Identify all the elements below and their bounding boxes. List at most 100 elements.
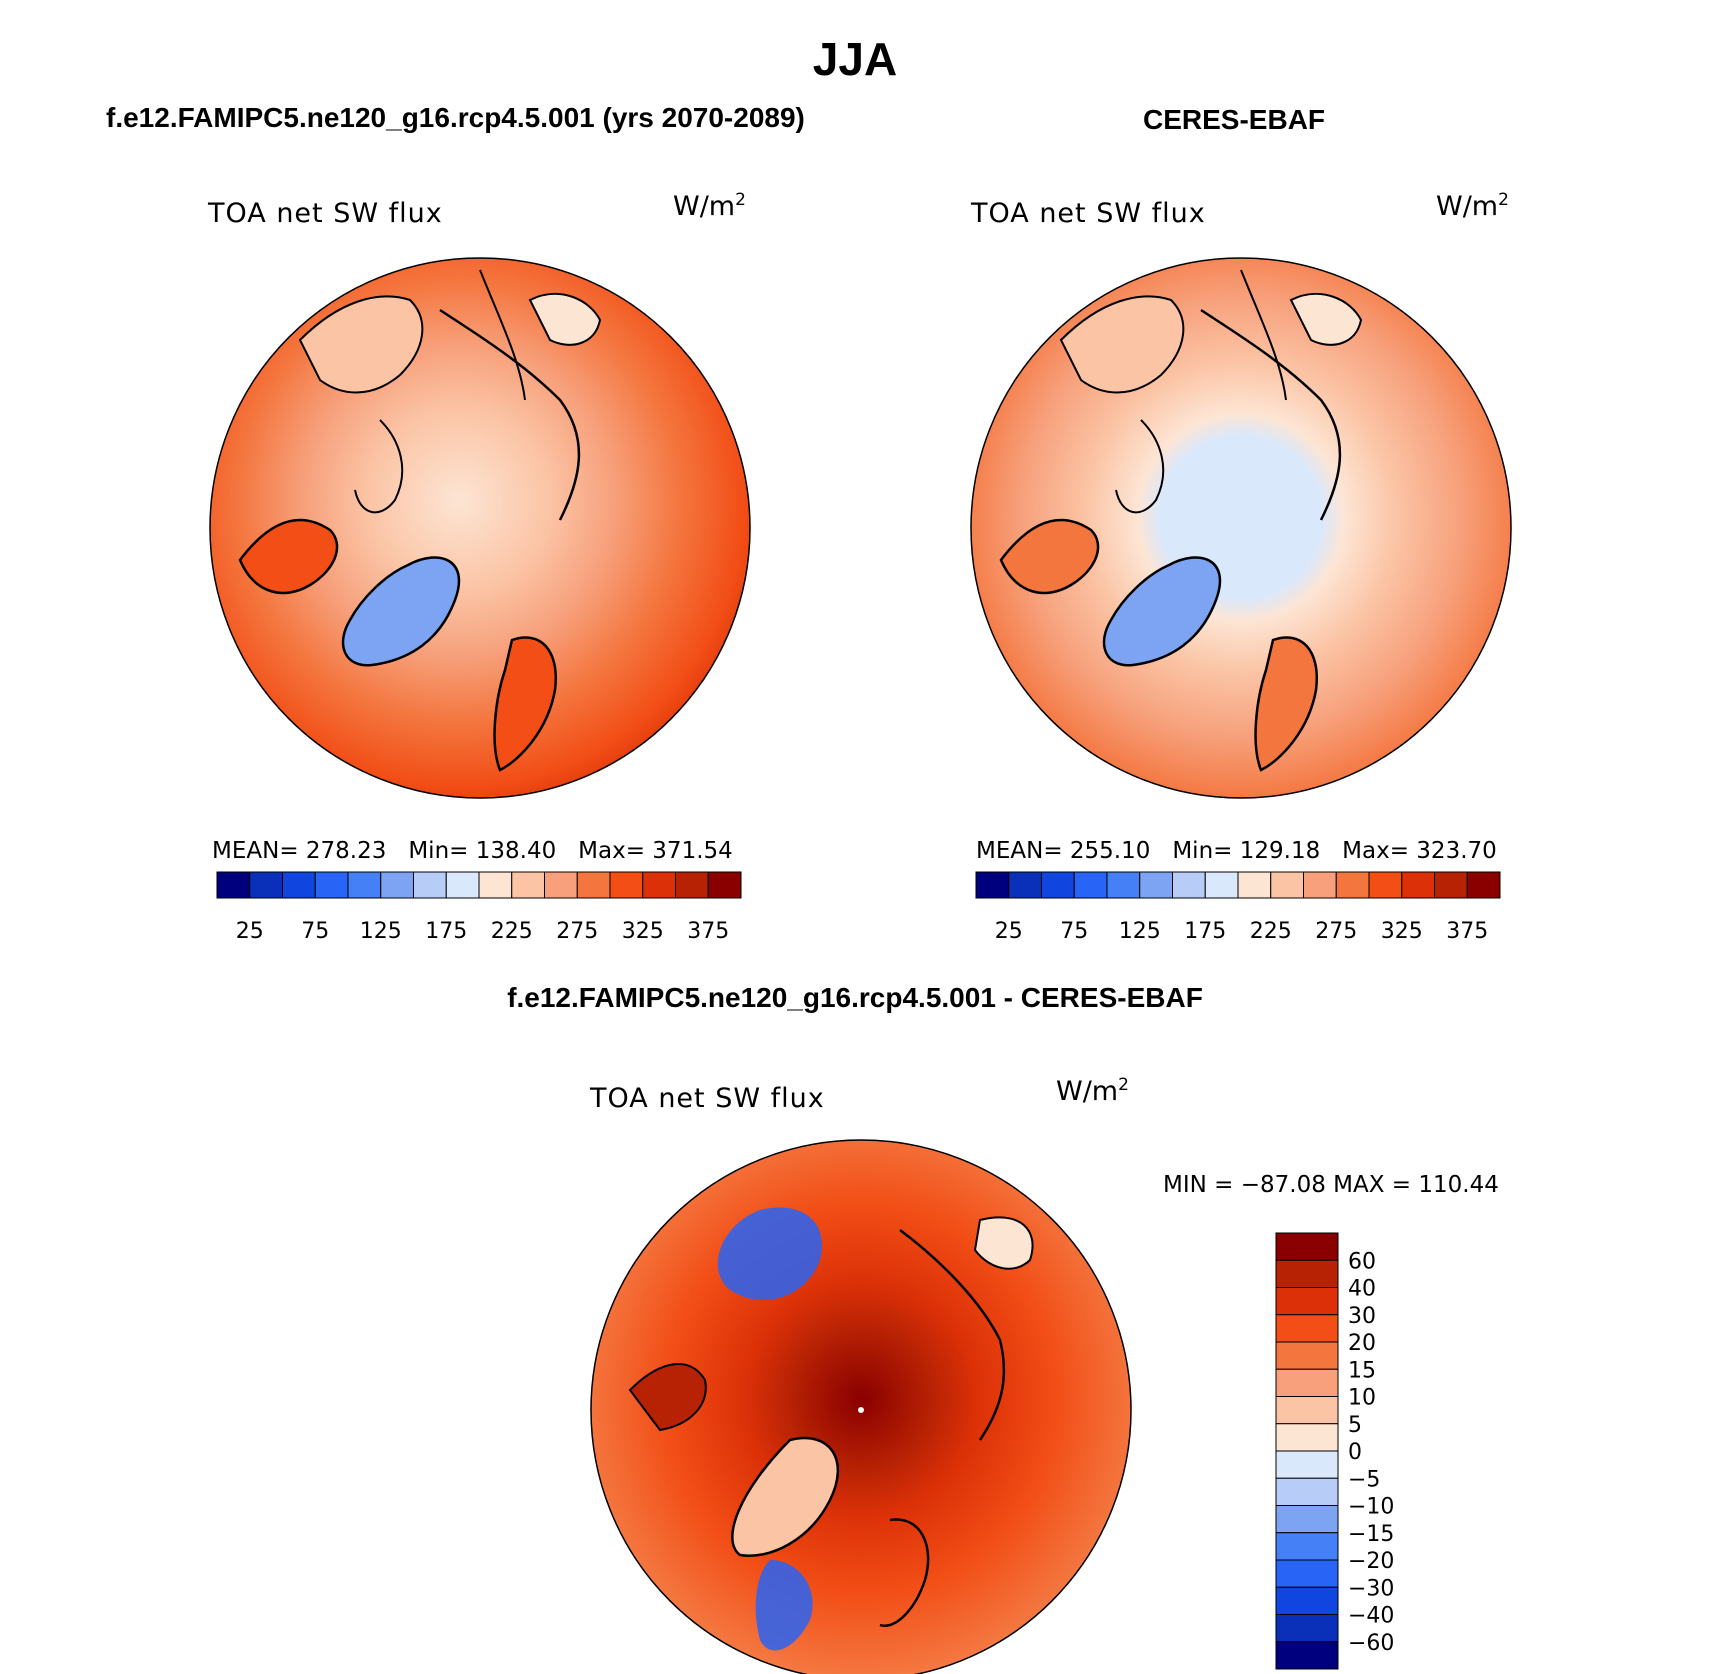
colorbar-swatch [1041, 871, 1075, 899]
panel2-units: W/m2 [1436, 190, 1509, 222]
colorbar-tick-label: −15 [1348, 1522, 1394, 1547]
colorbar-swatch [1401, 871, 1435, 899]
colorbar-tick-label: 325 [1381, 919, 1423, 944]
colorbar-swatch [1335, 871, 1370, 899]
colorbar-tick-label: 0 [1348, 1440, 1362, 1465]
colorbar-tick-label: 175 [425, 919, 467, 944]
colorbar-tick-label: 15 [1348, 1358, 1376, 1383]
colorbar-tick-label: 25 [995, 919, 1023, 944]
panel1-stats: MEAN= 278.23 Min= 138.40 Max= 371.54 [212, 838, 733, 864]
colorbar-swatch [1270, 871, 1304, 899]
panel2-stats: MEAN= 255.10 Min= 129.18 Max= 323.70 [976, 838, 1497, 864]
colorbar-swatch [675, 871, 709, 899]
colorbar-swatch [216, 871, 251, 899]
colorbar-swatch [1237, 871, 1272, 899]
panel3-field-label: TOA net SW flux [590, 1083, 825, 1114]
panel2-field-label: TOA net SW flux [971, 198, 1206, 229]
colorbar-swatch [975, 871, 1010, 899]
colorbar-swatch [1275, 1314, 1339, 1343]
colorbar-tick-label: 20 [1348, 1331, 1376, 1356]
colorbar-swatch [1275, 1532, 1339, 1561]
colorbar-tick-label: 375 [1446, 919, 1488, 944]
colorbar-swatch [1275, 1641, 1339, 1670]
colorbar-swatch [1204, 871, 1239, 899]
colorbar-swatch [282, 871, 316, 899]
colorbar-swatch [445, 871, 480, 899]
panel1-subtitle: f.e12.FAMIPC5.ne120_g16.rcp4.5.001 (yrs … [106, 102, 805, 133]
colorbar-swatch [249, 871, 283, 899]
colorbar-swatch [1275, 1368, 1339, 1397]
colorbar-tick-label: −5 [1348, 1467, 1380, 1492]
colorbar-swatch [1139, 871, 1173, 899]
panel1-units: W/m2 [673, 190, 746, 222]
colorbar-tick-label: 25 [236, 919, 264, 944]
colorbar-swatch [576, 871, 611, 899]
colorbar-swatch [1275, 1477, 1339, 1506]
panel2-map [970, 257, 1512, 799]
colorbar-tick-label: 60 [1348, 1249, 1376, 1274]
colorbar-tick-label: 125 [360, 919, 402, 944]
colorbar-swatch [609, 871, 644, 899]
colorbar-tick-label: −20 [1348, 1549, 1394, 1574]
colorbar-swatch [1275, 1287, 1339, 1316]
colorbar-tick-label: 125 [1119, 919, 1161, 944]
panel1-colorbar [216, 871, 742, 899]
colorbar-swatch [1275, 1341, 1339, 1370]
colorbar-swatch [1275, 1614, 1339, 1643]
colorbar-swatch [347, 871, 382, 899]
colorbar-tick-label: 275 [1315, 919, 1357, 944]
colorbar-tick-label: 40 [1348, 1277, 1376, 1302]
colorbar-swatch [642, 871, 676, 899]
colorbar-swatch [1275, 1423, 1339, 1452]
colorbar-swatch [1275, 1505, 1339, 1534]
colorbar-tick-label: 225 [491, 919, 533, 944]
colorbar-tick-label: 10 [1348, 1386, 1376, 1411]
colorbar-swatch [1434, 871, 1468, 899]
panel1-colorbar-ticks: 25 75 125 175 225 275 325 375 [236, 919, 730, 944]
colorbar-swatch [511, 871, 545, 899]
colorbar-swatch [1275, 1559, 1339, 1588]
panel1-field-label: TOA net SW flux [208, 198, 443, 229]
colorbar-swatch [1275, 1586, 1339, 1615]
panel3-subtitle: f.e12.FAMIPC5.ne120_g16.rcp4.5.001 - CER… [507, 982, 1203, 1013]
panel3-units: W/m2 [1056, 1075, 1129, 1107]
colorbar-tick-label: 75 [301, 919, 329, 944]
colorbar-tick-label: 175 [1184, 919, 1226, 944]
colorbar-swatch [1275, 1232, 1339, 1261]
panel3-map [590, 1139, 1132, 1674]
colorbar-tick-label: 75 [1060, 919, 1088, 944]
colorbar-swatch [1466, 871, 1501, 899]
colorbar-swatch [314, 871, 349, 899]
colorbar-swatch [1275, 1450, 1339, 1479]
colorbar-tick-label: −30 [1348, 1576, 1394, 1601]
panel3-colorbar [1275, 1232, 1339, 1670]
colorbar-tick-label: 30 [1348, 1304, 1376, 1329]
colorbar-swatch [1275, 1259, 1339, 1288]
colorbar-swatch [1303, 871, 1337, 899]
colorbar-swatch [544, 871, 578, 899]
colorbar-swatch [380, 871, 414, 899]
panel2-colorbar-ticks: 25 75 125 175 225 275 325 375 [995, 919, 1489, 944]
colorbar-swatch [707, 871, 742, 899]
colorbar-tick-label: −10 [1348, 1495, 1394, 1520]
colorbar-tick-label: 275 [556, 919, 598, 944]
colorbar-swatch [1008, 871, 1042, 899]
colorbar-swatch [1172, 871, 1206, 899]
colorbar-tick-label: 225 [1250, 919, 1292, 944]
panel2-subtitle: CERES-EBAF [1143, 104, 1326, 135]
panel2-colorbar [975, 871, 1501, 899]
colorbar-swatch [1106, 871, 1141, 899]
colorbar-tick-label: −40 [1348, 1604, 1394, 1629]
colorbar-swatch [1073, 871, 1108, 899]
colorbar-tick-label: 5 [1348, 1413, 1362, 1438]
main-title: JJA [812, 33, 898, 85]
colorbar-tick-label: −60 [1348, 1631, 1394, 1656]
colorbar-swatch [1368, 871, 1403, 899]
colorbar-tick-label: 325 [622, 919, 664, 944]
colorbar-tick-label: 375 [687, 919, 729, 944]
colorbar-swatch [1275, 1396, 1339, 1425]
colorbar-swatch [413, 871, 447, 899]
colorbar-swatch [478, 871, 513, 899]
